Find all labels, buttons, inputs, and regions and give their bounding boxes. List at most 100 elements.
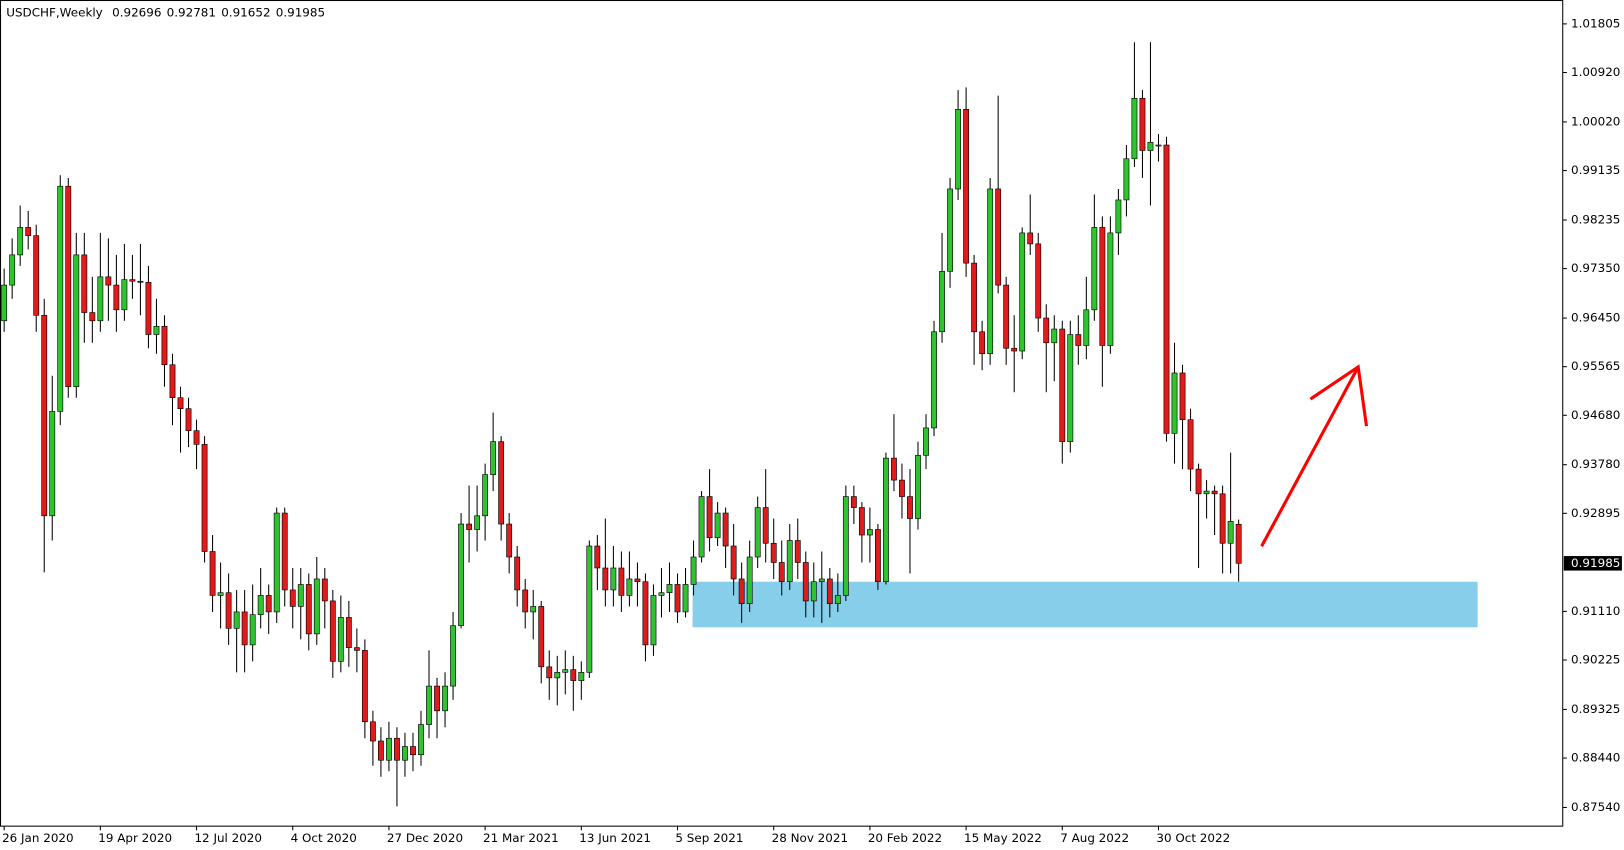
candle-body [402,746,408,761]
candle-body [57,185,64,412]
candle-body [899,479,905,497]
candle-body [979,331,986,355]
candle-body [634,578,641,583]
candle-body [450,625,456,687]
chart-header: USDCHF,Weekly 0.92696 0.92781 0.91652 0.9198… [6,5,325,19]
candle-body [1171,372,1178,434]
y-tick-label: 0.89325 [1571,702,1620,716]
candles [1,42,1242,807]
candle-body [361,650,368,723]
header-low: 0.91652 [221,5,270,19]
candle-body [858,507,865,536]
candle-body [762,507,769,544]
candle-body [923,427,929,456]
candle-body [145,282,152,335]
candle-body [1163,144,1170,434]
candle-body [939,271,945,333]
candle-body [121,279,128,311]
candle-body [1043,317,1050,344]
candle-body [313,578,320,635]
candle-body [1,284,8,322]
x-tick-label: 20 Feb 2022 [868,831,942,845]
arrow-head [1309,364,1369,427]
candle-body [650,595,657,646]
candle-body [995,188,1002,286]
x-tick-label: 12 Jul 2020 [194,831,262,845]
candle-body [225,592,232,629]
candle-body [586,545,593,673]
candle-body [834,595,841,604]
candle-body [161,325,168,366]
candle-body [618,567,625,596]
candle-body [730,545,737,580]
candle-body [1179,372,1186,420]
candle-body [642,581,649,646]
candle-body [1107,232,1114,346]
candle-body [329,600,336,662]
y-tick-label: 0.91110 [1571,604,1620,618]
y-tick-label: 0.96450 [1571,311,1620,325]
y-tick-label: 0.97350 [1571,261,1620,275]
candle-body [249,614,256,646]
candle-body [434,685,440,712]
candle-body [137,280,144,283]
x-tick-label: 27 Dec 2020 [387,831,463,845]
candle-body [538,606,545,668]
candle-body [1203,490,1210,495]
candle-body [907,496,913,519]
candle-body [265,595,272,613]
y-tick-label: 0.93780 [1571,457,1620,471]
candle-body [25,227,32,236]
candle-body [778,562,785,583]
candle-body [626,578,633,596]
candle-body [738,578,745,604]
candle-body [1083,309,1090,346]
header-open: 0.92696 [112,5,161,19]
candle-body [193,430,200,445]
candle-body [955,109,961,190]
candle-body [1123,158,1130,201]
y-tick-label: 0.99135 [1571,163,1620,177]
candle-body [1195,468,1202,495]
candle-body [498,441,505,525]
x-tick-label: 26 Jan 2020 [2,831,74,845]
candle-body [105,276,112,286]
candle-body [802,562,809,602]
candle-body [546,666,553,679]
candle-body [337,617,344,662]
candle-body [506,523,513,558]
candle-body [947,188,953,272]
candle-body [1155,144,1162,147]
candle-body [1011,347,1018,352]
x-tick-label: 15 May 2022 [964,831,1042,845]
candle-body [915,455,921,519]
candle-body [931,331,937,429]
header-high: 0.92781 [167,5,216,19]
x-tick-label: 28 Nov 2021 [772,831,848,845]
candle-body [1115,199,1122,234]
candle-body [1059,328,1066,442]
candle-body [369,721,376,742]
candle-body [233,611,240,629]
plot-frame [0,0,1564,827]
candle-body [426,685,432,725]
y-tick-label: 0.88440 [1571,751,1620,765]
candle-body [490,441,497,475]
candle-body [482,474,489,517]
candle-body [273,512,280,613]
candle-body [1099,227,1106,346]
candle-body [353,647,360,651]
candle-body [458,523,464,626]
candle-body [602,567,609,591]
y-tick-label: 1.00020 [1571,114,1620,128]
candle-body [875,529,881,583]
candle-body [770,542,777,563]
candle-body [33,235,40,316]
candle-body [1003,284,1010,349]
candle-body [386,737,392,761]
candle-body [682,584,689,613]
x-tick-label: 30 Oct 2022 [1156,831,1230,845]
candle-body [883,457,889,583]
candle-body [257,595,264,615]
